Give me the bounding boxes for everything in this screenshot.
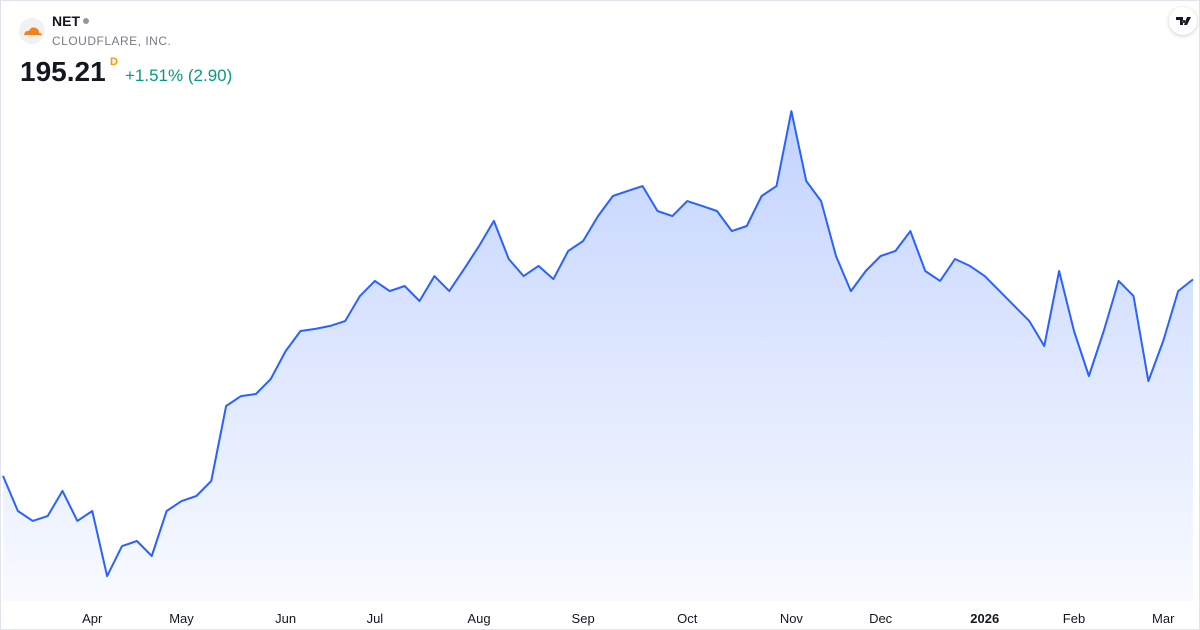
logo [19, 18, 45, 44]
x-tick-label: Oct [677, 611, 698, 626]
x-tick-label: Aug [467, 611, 490, 626]
x-tick-label: Nov [780, 611, 804, 626]
x-tick-label: Sep [572, 611, 595, 626]
price: 195.21 [20, 56, 106, 87]
company-name: CLOUDFLARE, INC. [52, 34, 172, 48]
tv-logo[interactable] [1169, 7, 1197, 35]
area-fill [3, 111, 1193, 601]
tv-logo-icon [1176, 17, 1191, 25]
symbol: NET [52, 13, 80, 29]
x-tick-label: 2026 [970, 611, 999, 626]
x-tick-label: Mar [1152, 611, 1175, 626]
x-tick-label: May [169, 611, 194, 626]
status-dot [83, 18, 89, 24]
x-tick-label: Feb [1063, 611, 1085, 626]
change: +1.51% (2.90) [125, 66, 233, 85]
x-tick-label: Jul [367, 611, 384, 626]
x-tick-label: Dec [869, 611, 893, 626]
logo-icon [24, 27, 42, 35]
x-tick-label: Apr [82, 611, 103, 626]
x-tick-label: Jun [275, 611, 296, 626]
price-line [2, 110, 1194, 578]
interval: D [110, 56, 118, 68]
